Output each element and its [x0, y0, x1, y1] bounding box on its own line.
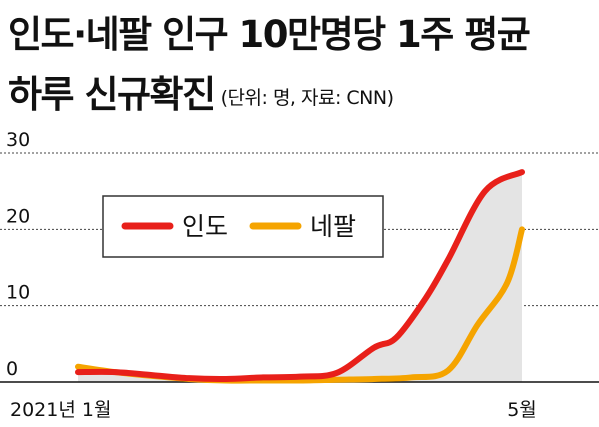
source-note: (단위: 명, 자료: CNN): [220, 87, 394, 109]
chart-title-line1: 인도·네팔 인구 10만명당 1주 평균: [8, 13, 531, 56]
chart-title-line2: 하루 신규확진: [8, 73, 216, 116]
x-axis-ticks: 2021년 1월 5월: [10, 399, 537, 421]
x-tick-label: 5월: [507, 399, 537, 421]
legend: 인도 네팔: [102, 195, 384, 258]
legend-label-india: 인도: [182, 212, 228, 241]
y-tick-label: 0: [6, 358, 18, 380]
y-tick-label: 30: [6, 129, 30, 151]
chart-subtitle-line: 하루 신규확진 (단위: 명, 자료: CNN): [8, 76, 394, 113]
legend-label-nepal: 네팔: [310, 212, 356, 241]
india-area-fill: [78, 172, 522, 382]
y-tick-label: 10: [6, 282, 30, 304]
chart-title: 인도·네팔 인구 10만명당 1주 평균: [8, 13, 531, 56]
x-tick-label: 2021년 1월: [10, 399, 111, 421]
y-tick-label: 20: [6, 205, 30, 227]
series-line-india: [75, 169, 525, 382]
y-axis-ticks: 0 10 20 30: [6, 129, 30, 380]
